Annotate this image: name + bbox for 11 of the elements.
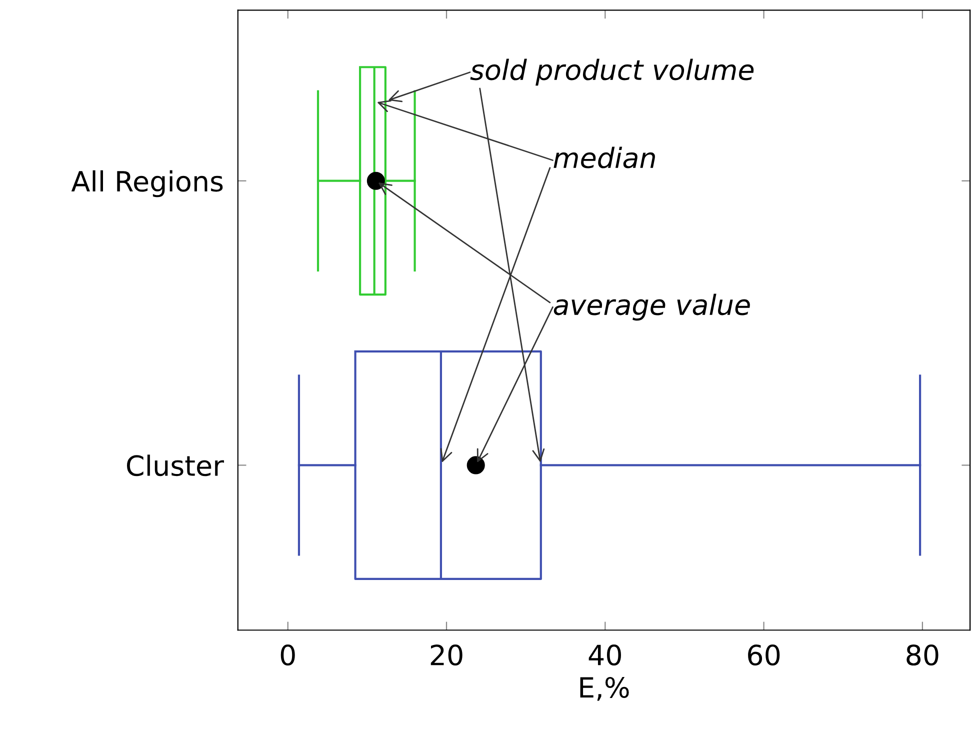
x-tick-label: 0 (280, 644, 295, 666)
annotation: median (554, 146, 655, 168)
x-tick-label: 40 (588, 644, 621, 666)
y-tick-label: Cluster (126, 454, 224, 476)
x-tick-label: 80 (906, 644, 938, 666)
x-tick-label: 20 (430, 644, 462, 666)
x-axis-title: E,% (580, 676, 629, 701)
annotation: sold product volume (470, 58, 754, 86)
x-tick-label: 60 (748, 644, 780, 666)
annotation: average value (554, 294, 750, 321)
y-tick-label: All Regions (71, 170, 223, 198)
